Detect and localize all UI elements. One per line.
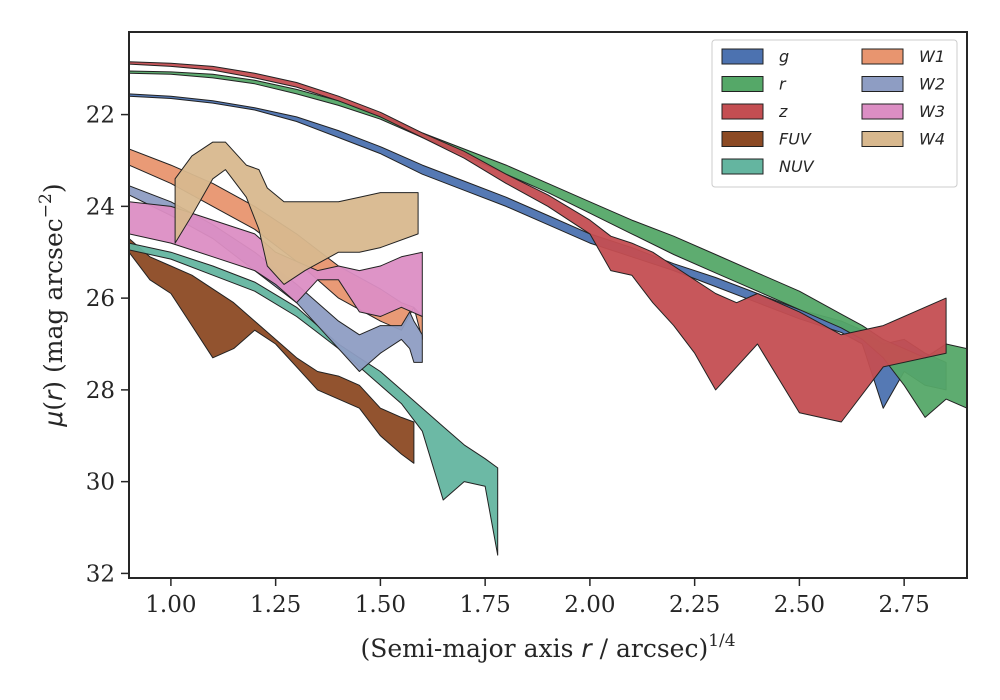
legend-label-w2: W2 <box>919 75 945 94</box>
legend-swatch-w2 <box>861 76 904 92</box>
legend-label-w4: W4 <box>919 130 945 149</box>
x-axis-title-var: r <box>581 634 593 663</box>
legend-swatch-w3 <box>861 103 904 120</box>
legend-label-w3: W3 <box>919 102 945 121</box>
series-band-w4 <box>174 141 419 285</box>
x-tick-label: 2.50 <box>774 592 825 618</box>
legend-label-z: z <box>778 102 788 121</box>
y-axis-title: μ(r) (mag arcsec−2) <box>36 183 68 427</box>
legend-swatch-r <box>721 76 764 92</box>
y-tick-label: 24 <box>86 194 115 220</box>
x-tick-label: 1.75 <box>460 592 511 618</box>
legend-swatch-w1 <box>861 48 904 65</box>
legend-swatch-z <box>721 103 764 120</box>
legend-label-fuv: FUV <box>779 130 812 149</box>
x-tick-label: 1.50 <box>355 592 406 618</box>
legend: grz FUV NUV W1 W2 W3 W4 <box>711 39 958 188</box>
y-axis-title-mu: μ <box>39 411 68 428</box>
x-axis-title-prefix: (Semi-major axis <box>360 634 581 663</box>
x-axis-title-sup: 1/4 <box>708 631 735 651</box>
x-axis: 1.00 1.25 1.50 1.75 2.00 2.25 2.50 2.75 <box>145 578 930 618</box>
y-tick-label: 32 <box>86 561 115 587</box>
y-axis-title-end: ) <box>39 183 68 193</box>
x-tick-label: 1.00 <box>145 592 196 618</box>
plot-frame <box>128 31 968 579</box>
y-tick-label: 30 <box>86 470 115 496</box>
legend-label-nuv: NUV <box>779 157 815 176</box>
series-band-fuv <box>129 238 415 464</box>
legend-label-w1: W1 <box>919 47 945 66</box>
series-layer <box>129 61 967 556</box>
x-tick-label: 1.25 <box>250 592 301 618</box>
legend-swatch-w4 <box>861 131 904 147</box>
y-axis-title-open: ( <box>39 401 68 411</box>
y-tick-label: 22 <box>86 103 115 129</box>
legend-label-g: g <box>779 47 789 66</box>
x-tick-label: 2.00 <box>564 592 615 618</box>
series-band-z <box>129 61 947 423</box>
x-tick-label: 2.75 <box>879 592 930 618</box>
y-tick-label: 26 <box>86 286 115 312</box>
y-tick-label: 28 <box>86 378 115 404</box>
legend-label-r: r <box>779 75 787 94</box>
y-axis-title-sup: −2 <box>36 193 56 218</box>
x-axis-title: (Semi-major axis r / arcsec)1/4 <box>360 631 735 663</box>
legend-swatch-g <box>721 48 764 65</box>
y-axis: 22 24 26 28 30 32 <box>86 103 129 587</box>
x-tick-label: 2.25 <box>669 592 720 618</box>
legend-swatch-fuv <box>721 131 764 147</box>
x-axis-title-mid: / arcsec) <box>592 634 709 663</box>
y-axis-title-close: ) (mag arcsec <box>39 218 68 391</box>
legend-swatch-nuv <box>721 158 764 175</box>
y-axis-title-var: r <box>39 389 68 401</box>
